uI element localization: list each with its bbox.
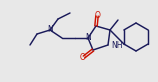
Text: O: O — [80, 52, 86, 62]
Text: NH: NH — [111, 41, 122, 50]
Text: N: N — [47, 26, 53, 35]
Text: N: N — [85, 34, 91, 42]
Text: O: O — [95, 11, 101, 20]
